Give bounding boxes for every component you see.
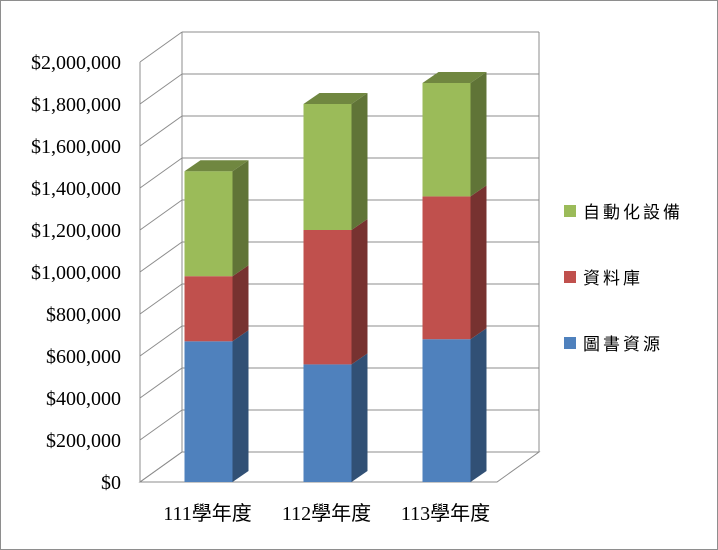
bar-top-face	[303, 93, 368, 104]
bar-top-face	[184, 160, 249, 172]
y-tick-label: $1,200,000	[31, 220, 121, 242]
legend-swatch	[564, 337, 576, 349]
bar-front-face	[422, 83, 471, 197]
bar-front-face	[303, 364, 352, 482]
x-category-label: 113學年度	[401, 502, 490, 525]
gridline-side	[139, 241, 183, 273]
legend-entry: 資料庫	[564, 269, 643, 289]
bar-segment	[303, 353, 368, 482]
gridline-side	[139, 199, 183, 231]
bar-side-face	[470, 185, 487, 340]
y-tick-label: $600,000	[46, 346, 121, 368]
bar-side-face	[470, 72, 487, 197]
gridline-side	[139, 31, 183, 63]
bar-front-face	[184, 171, 233, 277]
gridline-side	[139, 367, 183, 399]
bar-front-face	[303, 230, 352, 365]
bar-segment	[422, 185, 487, 340]
bar-side-face	[470, 328, 487, 482]
bar-top-face	[422, 72, 487, 83]
bar-side-face	[232, 265, 249, 342]
legend-swatch	[564, 271, 576, 283]
legend-entry: 自動化設備	[564, 203, 683, 223]
legend-label: 自動化設備	[583, 203, 683, 223]
y-tick-label: $2,000,000	[31, 52, 121, 74]
gridline-side	[139, 73, 183, 105]
gridline-side	[139, 409, 183, 441]
gridline-side	[139, 115, 183, 147]
gridline-side	[139, 451, 183, 483]
bar-segment	[184, 330, 249, 482]
gridline-side	[139, 283, 183, 315]
bar-side-face	[232, 330, 249, 482]
gridline-side	[139, 157, 183, 189]
y-tick-label: $200,000	[46, 430, 121, 452]
bar-side-face	[351, 353, 368, 482]
bar-segment	[422, 72, 487, 197]
bar-front-face	[184, 276, 233, 342]
bar-segment	[184, 265, 249, 342]
y-tick-label: $1,000,000	[31, 262, 121, 284]
y-tick-label: $1,600,000	[31, 136, 121, 158]
y-tick-label: $800,000	[46, 304, 121, 326]
bar-front-face	[303, 104, 352, 230]
y-tick-label: $1,400,000	[31, 178, 121, 200]
legend-label: 資料庫	[583, 269, 643, 289]
bar-segment	[303, 219, 368, 365]
bar-side-face	[351, 93, 368, 230]
legend-entry: 圖書資源	[564, 335, 663, 355]
legend-swatch	[564, 205, 576, 217]
y-tick-label: $0	[101, 472, 121, 494]
bar-segment	[184, 160, 249, 277]
bar-side-face	[351, 219, 368, 365]
x-category-label: 112學年度	[282, 502, 371, 525]
bar-front-face	[422, 196, 471, 340]
bar-segment	[303, 93, 368, 230]
x-category-label: 111學年度	[163, 502, 252, 525]
bar-front-face	[184, 341, 233, 482]
y-tick-label: $1,800,000	[31, 94, 121, 116]
y-tick-label: $400,000	[46, 388, 121, 410]
bar-front-face	[422, 339, 471, 482]
gridline-side	[139, 325, 183, 357]
bar-segment	[422, 328, 487, 482]
bar-side-face	[232, 160, 249, 277]
legend-label: 圖書資源	[583, 335, 663, 355]
